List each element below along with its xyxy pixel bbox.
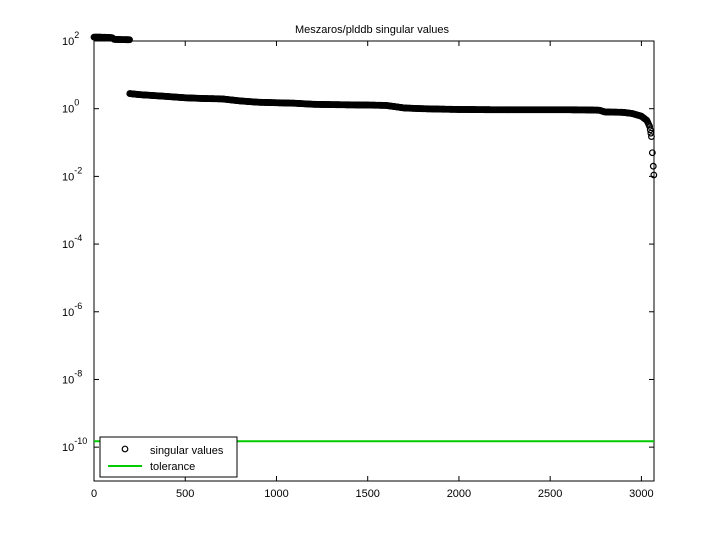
x-tick-label: 0 [91,488,97,500]
singular-value-point [646,126,654,134]
x-tick-label: 3000 [629,488,653,500]
singular-value-point [649,162,657,170]
singular-value-point [126,36,133,44]
plot-area: 0 500 1000 1500 2000 2500 3000 102 100 10-2 10-4 10… [62,30,658,500]
singular-value-point [648,133,655,140]
y-tick-label: 10-2 [62,165,82,183]
y-tick-label: 100 [62,98,79,116]
legend-box [99,436,238,478]
x-tick-label: 500 [176,488,194,500]
singular-value-point [650,171,658,179]
x-tick-label: 1500 [355,488,379,500]
singular-value-point [646,122,654,130]
singular-value-point [648,149,656,157]
x-tick-label: 2500 [538,488,562,500]
chart-title: Meszaros/plddb singular values [295,24,450,36]
y-tick-label: 10-8 [62,368,82,386]
x-tick-label: 2000 [447,488,471,500]
y-tick-label: 10-10 [62,436,87,454]
axes-box [93,40,655,482]
legend-label: tolerance [150,461,195,473]
y-tick-label: 10-6 [62,301,82,319]
y-tick-label: 102 [62,30,79,48]
y-tick-label: 10-4 [62,233,82,251]
legend-label: singular values [150,445,224,457]
x-tick-label: 1000 [264,488,288,500]
legend-swatch-singular-values [121,445,129,453]
singular-values-series [90,33,658,179]
singular-value-point [647,129,655,137]
